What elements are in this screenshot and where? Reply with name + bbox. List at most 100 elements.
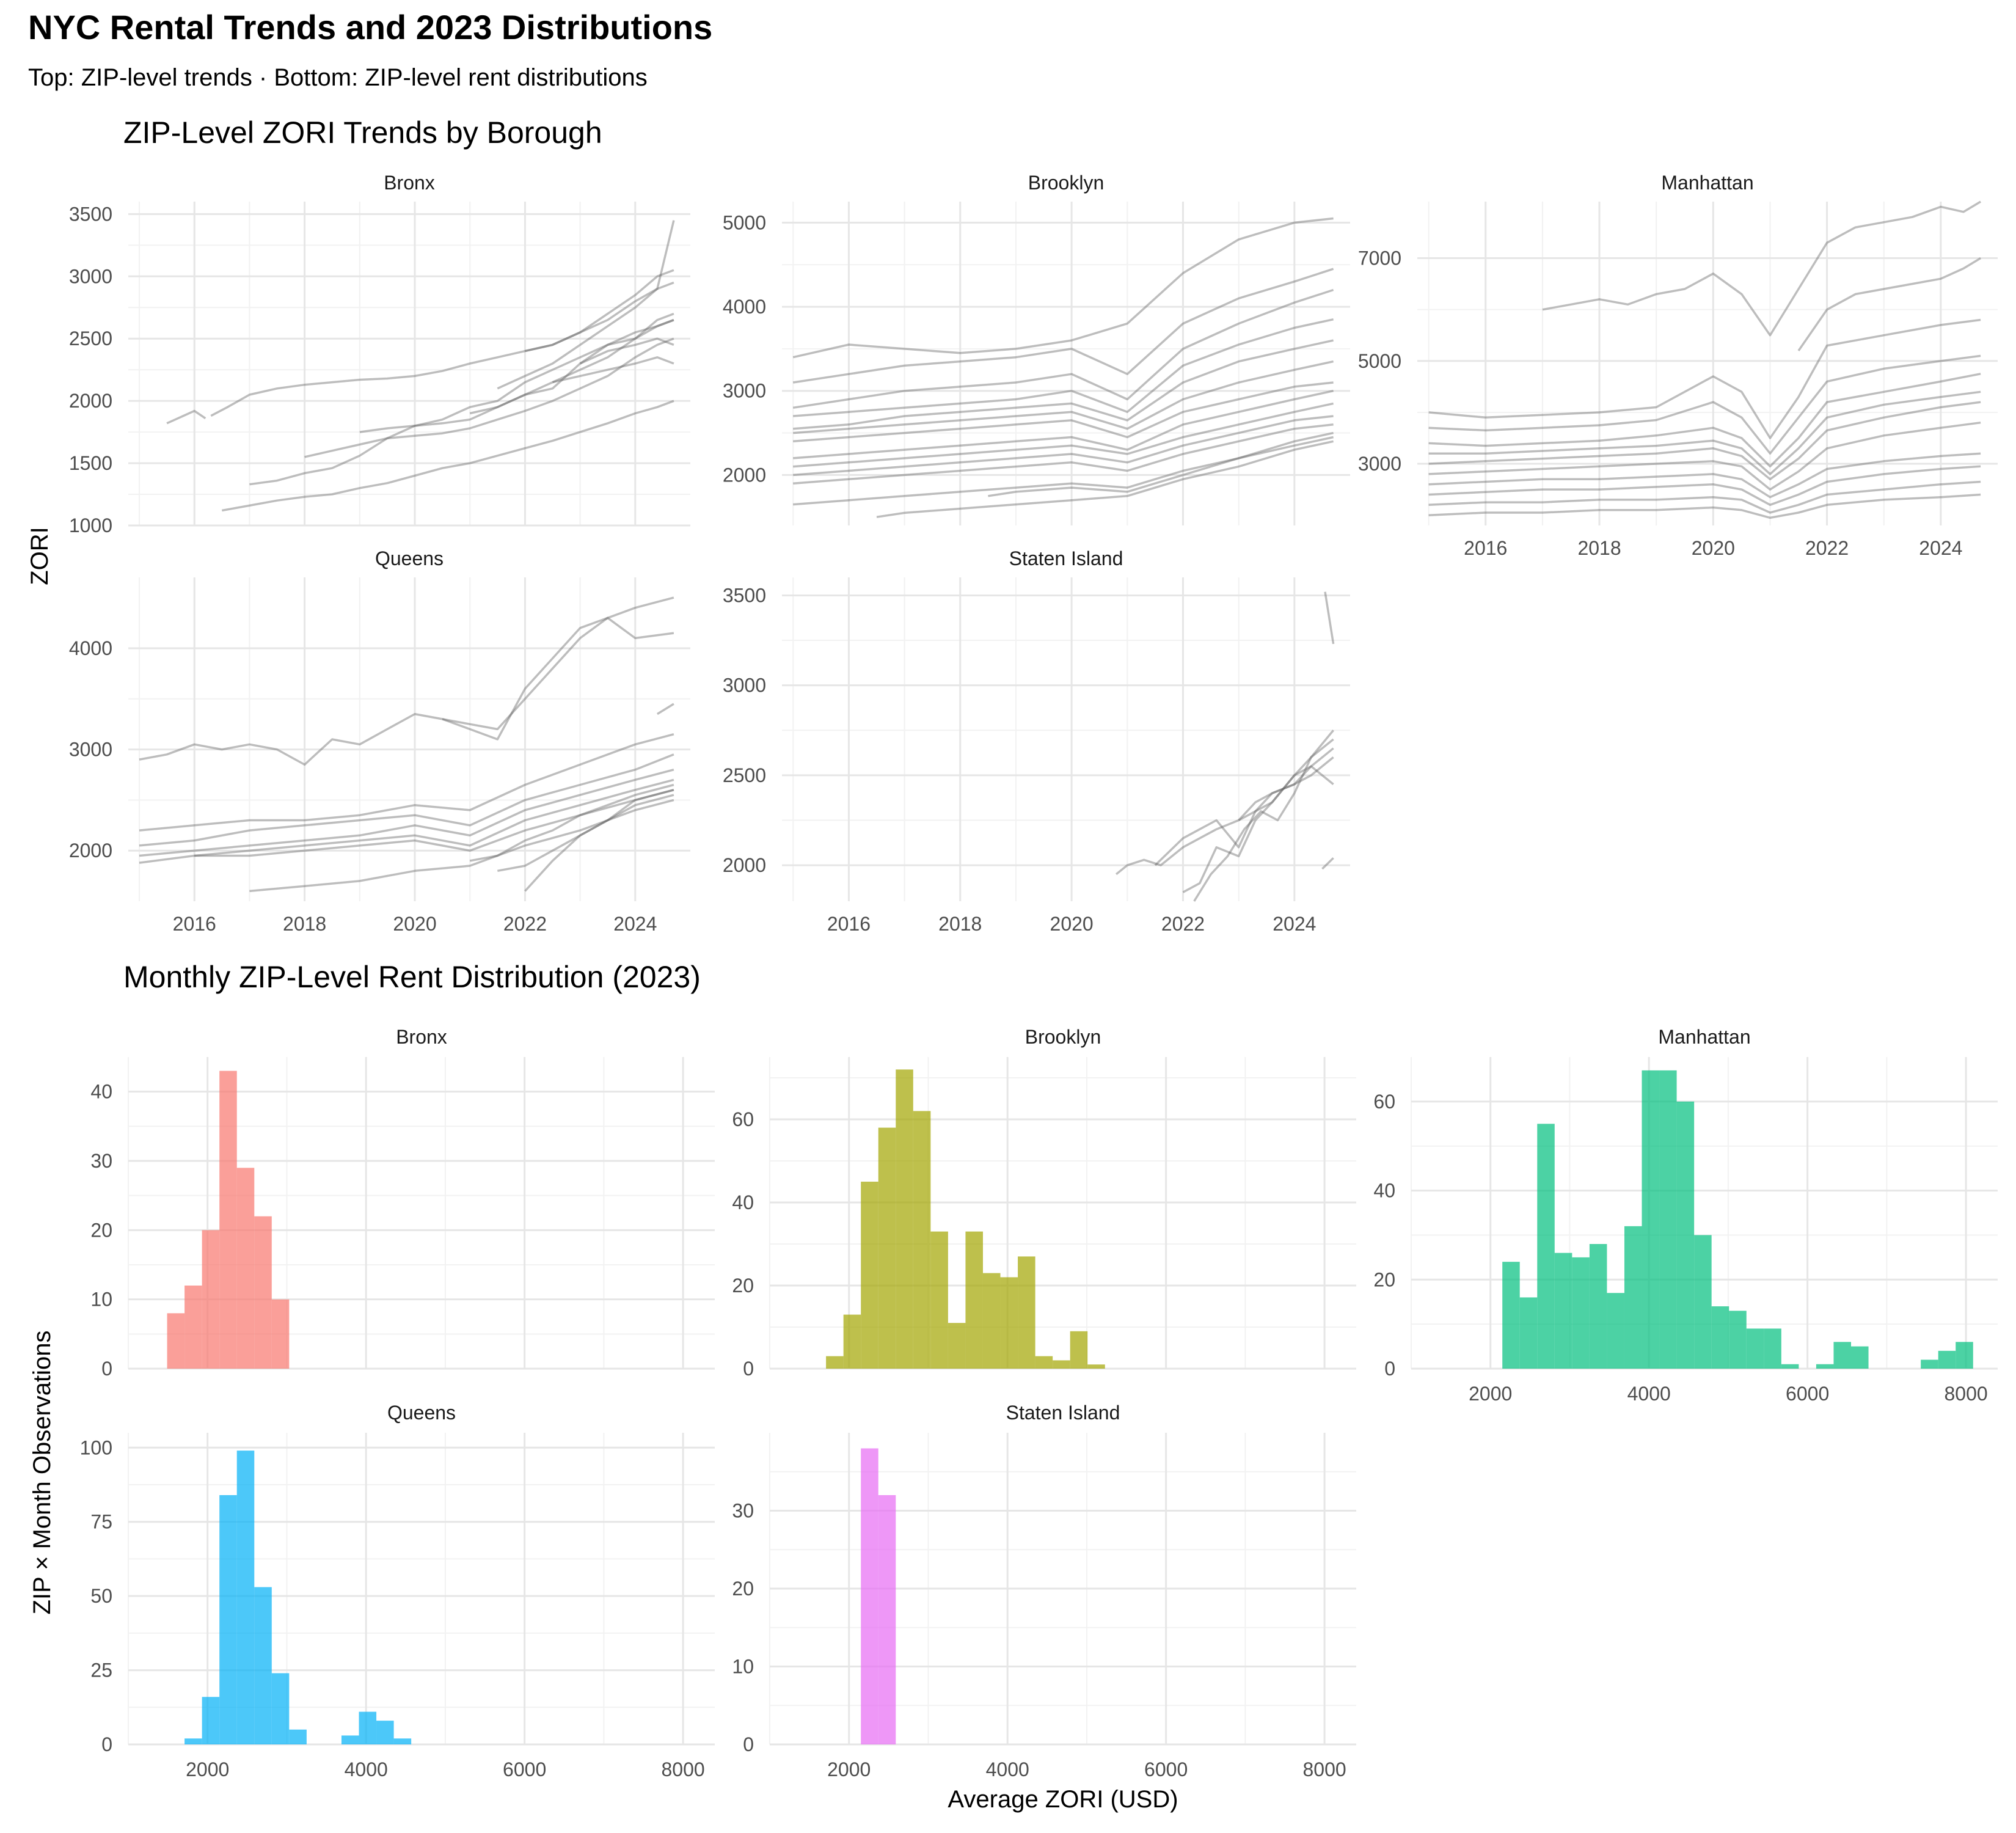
trend-y-tick-label: 2500 [723,764,766,786]
hist-y-tick-label: 60 [1373,1091,1395,1113]
trend-y-tick-label: 3000 [69,739,112,761]
trend-line [249,799,674,893]
hist-bar [271,1299,290,1369]
trend-line [139,753,674,847]
hist-bar [184,1738,202,1744]
trend-line [139,769,674,857]
hist-bar [1589,1244,1607,1369]
trend-line [1428,318,1981,439]
hist-bar [1676,1101,1695,1369]
hist-y-tick-label: 20 [1373,1268,1395,1290]
trend-line [792,217,1334,359]
hist-y-tick-label: 75 [90,1511,112,1533]
hist-y-axis-label: ZIP × Month Observations [29,1330,56,1614]
hist-panels: Bronx 0 10 20 30 40 Brooklyn 0 20 40 60 Manhattan 0 2… [80,1026,1998,1780]
trend-line [793,402,1334,468]
hist-section-title: Monthly ZIP-Level Rent Distribution (202… [123,960,701,994]
hist-y-tick-label: 0 [743,1733,754,1755]
trend-line [793,360,1334,434]
hist-bar [1764,1328,1781,1369]
hist-panel-bronx: Bronx 0 10 20 30 40 [90,1026,715,1380]
trend-x-tick-label: 2022 [1161,913,1205,935]
hist-bar [1851,1346,1869,1369]
hist-panel-manhattan: Manhattan 0 20 40 60 2000 4000 6000 8000 [1373,1026,1998,1405]
trend-line [469,312,674,415]
trend-y-tick-label: 3000 [69,265,112,287]
trend-line [793,318,1334,417]
trend-line [139,778,674,864]
trend-panel-title-brooklyn: Brooklyn [1028,172,1105,194]
trend-x-tick-label: 2022 [1805,537,1849,559]
hist-bar [1659,1070,1677,1369]
trend-y-tick-label: 2000 [723,854,766,876]
trend-line [1238,756,1334,821]
hist-bar [861,1182,878,1369]
trend-line [1428,390,1981,475]
figure-subtitle: Top: ZIP-level trends · Bottom: ZIP-leve… [28,64,648,91]
trend-x-tick-label: 2018 [1577,537,1621,559]
hist-x-tick-label: 8000 [1945,1383,1988,1405]
hist-panel-staten-island: Staten Island 0 10 20 30 2000 4000 6000 8000 [732,1402,1356,1780]
hist-x-tick-label: 6000 [1144,1758,1188,1780]
hist-bar [1018,1256,1035,1369]
trend-panel-brooklyn: Brooklyn 2000 3000 4000 5000 [723,172,1350,525]
hist-y-tick-label: 10 [90,1289,112,1311]
hist-y-tick-label: 30 [732,1500,754,1522]
hist-x-tick-label: 8000 [662,1758,705,1780]
hist-bar [167,1313,185,1369]
trend-line [1116,738,1334,876]
hist-bar [896,1069,913,1369]
trend-panel-title-queens: Queens [375,547,444,569]
trend-line [304,337,674,458]
hist-bar [1607,1293,1624,1369]
hist-y-tick-label: 40 [1373,1180,1395,1202]
hist-bar [861,1448,878,1744]
trend-line [793,415,1334,477]
hist-y-tick-label: 0 [101,1358,112,1380]
trend-x-tick-label: 2018 [938,913,982,935]
trend-x-tick-label: 2020 [393,913,436,935]
hist-bar [1833,1342,1851,1369]
trend-y-tick-label: 4000 [69,637,112,659]
trend-lines-manhattan [1428,200,1982,519]
hist-bar [1694,1235,1712,1369]
trend-y-tick-label: 3500 [723,584,766,606]
hist-y-tick-label: 0 [1384,1358,1395,1380]
hist-y-tick-label: 60 [732,1108,754,1130]
trend-line [552,356,674,384]
trend-line [793,381,1334,443]
trend-lines-queens [139,596,674,893]
trend-line [1428,465,1981,507]
trend-line [1428,421,1981,491]
hist-x-tick-label: 6000 [1786,1383,1829,1405]
trend-line [1428,354,1981,455]
trend-line [1182,765,1334,893]
trend-panels: Bronx 1000 1500 2000 2500 3000 3500 Brooklyn 200… [69,172,1998,935]
trend-line [249,319,674,486]
trend-line [793,423,1334,485]
trend-x-tick-label: 2020 [1050,913,1094,935]
hist-x-tick-label: 4000 [1627,1383,1671,1405]
trend-y-tick-label: 3000 [1358,453,1401,475]
trend-panel-bronx: Bronx 1000 1500 2000 2500 3000 3500 [69,172,690,536]
trend-x-tick-label: 2024 [1919,537,1962,559]
hist-bar [878,1495,896,1744]
hist-bar [1642,1070,1660,1369]
trend-line [1428,452,1981,499]
hist-x-tick-label: 4000 [345,1758,388,1780]
trend-x-tick-label: 2016 [827,913,871,935]
trend-line [221,400,674,512]
hist-bar [1053,1360,1070,1369]
trend-line [793,339,1334,430]
trend-x-tick-label: 2022 [503,913,547,935]
hist-x-tick-label: 4000 [986,1758,1029,1780]
trend-panel-title-manhattan: Manhattan [1661,172,1753,194]
trend-line [210,269,674,417]
trend-line [139,733,674,832]
hist-bar [184,1286,202,1369]
trend-panel-title-bronx: Bronx [384,172,435,194]
hist-bar [254,1216,272,1369]
hist-y-tick-label: 10 [732,1656,754,1678]
trend-y-tick-label: 7000 [1358,247,1401,269]
hist-bar [913,1111,931,1369]
